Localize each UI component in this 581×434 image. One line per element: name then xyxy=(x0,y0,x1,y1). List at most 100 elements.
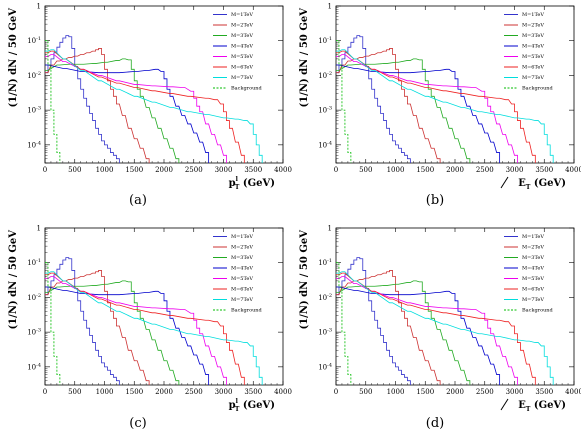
x-tick-label: 2000 xyxy=(155,166,173,174)
x-tick-label: 500 xyxy=(359,166,372,174)
legend-label: M=6TeV xyxy=(231,65,253,71)
series-line xyxy=(45,48,150,163)
series-line xyxy=(336,48,441,163)
legend-label: M=4TeV xyxy=(522,44,544,50)
x-axis-label: ET (GeV) xyxy=(518,400,566,413)
legend-label: M=5TeV xyxy=(522,276,544,282)
x-tick-label: 3500 xyxy=(244,388,262,396)
y-tick-label: 1 xyxy=(37,3,41,11)
series-line xyxy=(336,257,411,385)
x-tick-label: 1500 xyxy=(125,166,143,174)
legend-label: M=7TeV xyxy=(231,297,253,303)
series-line xyxy=(45,262,61,385)
y-tick-label: 1 xyxy=(328,225,332,233)
x-tick-label: 2500 xyxy=(185,166,203,174)
series-line xyxy=(45,64,210,163)
series-line xyxy=(336,271,554,385)
y-tick-label: 10-4 xyxy=(27,362,41,371)
series-line xyxy=(45,271,263,385)
legend-label: M=2TeV xyxy=(522,245,544,251)
series-line xyxy=(45,54,227,163)
y-axis-label: (1/N) dN / 50 GeV xyxy=(299,8,310,108)
series-line xyxy=(336,276,518,385)
x-tick-label: 2500 xyxy=(476,166,494,174)
y-tick-label: 10-3 xyxy=(318,328,332,337)
legend-label: Background xyxy=(522,308,554,314)
legend-label: Background xyxy=(231,308,263,314)
panel-caption: (a) xyxy=(129,193,147,208)
series-line xyxy=(336,286,501,385)
series-line xyxy=(45,280,180,385)
series-line xyxy=(45,50,245,163)
x-axis-label: ET (GeV) xyxy=(518,178,566,191)
legend-label: M=7TeV xyxy=(522,75,544,81)
series-line xyxy=(336,35,411,163)
y-tick-label: 10-2 xyxy=(318,71,332,80)
legend-label: M=3TeV xyxy=(522,33,544,39)
x-tick-label: 0 xyxy=(43,166,47,174)
legend-label: M=6TeV xyxy=(522,287,544,293)
series-line xyxy=(45,286,210,385)
y-tick-label: 1 xyxy=(37,225,41,233)
legend-label: M=4TeV xyxy=(231,266,253,272)
legend-label: M=2TeV xyxy=(231,245,253,251)
x-tick-label: 2000 xyxy=(446,388,464,396)
legend-label: M=5TeV xyxy=(231,276,253,282)
x-label-slash xyxy=(500,176,509,189)
series-line xyxy=(336,280,471,385)
series-line xyxy=(336,270,441,385)
y-tick-label: 1 xyxy=(328,3,332,11)
x-tick-label: 4000 xyxy=(565,166,581,174)
legend-label: M=1TeV xyxy=(231,234,253,240)
y-tick-label: 10-2 xyxy=(27,71,41,80)
x-tick-label: 3500 xyxy=(535,388,553,396)
x-tick-label: 4000 xyxy=(274,166,292,174)
legend-label: M=7TeV xyxy=(522,297,544,303)
x-label-slash xyxy=(500,398,509,411)
legend-label: M=2TeV xyxy=(231,23,253,29)
x-tick-label: 1500 xyxy=(125,388,143,396)
x-tick-label: 3000 xyxy=(215,166,233,174)
series-line xyxy=(45,272,245,385)
legend-label: M=1TeV xyxy=(522,234,544,240)
x-tick-label: 3000 xyxy=(215,388,233,396)
x-tick-label: 0 xyxy=(334,388,338,396)
y-tick-label: 10-1 xyxy=(318,258,332,267)
legend-label: M=7TeV xyxy=(231,75,253,81)
legend-label: M=4TeV xyxy=(522,266,544,272)
y-axis-label: (1/N) dN / 50 GeV xyxy=(8,230,19,330)
x-tick-label: 0 xyxy=(43,388,47,396)
legend-label: M=5TeV xyxy=(231,54,253,60)
chart-panel: 0 500 1000 1500 2000 2500 3000 3500 4000 1 10-1 10-… xyxy=(299,3,581,209)
x-tick-label: 2000 xyxy=(446,166,464,174)
legend-label: M=1TeV xyxy=(522,12,544,18)
series-line xyxy=(336,49,554,163)
x-tick-label: 3000 xyxy=(506,388,524,396)
legend-label: Background xyxy=(231,86,263,92)
series-line xyxy=(45,49,263,163)
series-line xyxy=(336,58,471,163)
panel-caption: (c) xyxy=(129,416,146,431)
y-tick-label: 10-2 xyxy=(27,293,41,302)
x-tick-label: 1500 xyxy=(416,388,434,396)
series-line xyxy=(336,54,518,163)
chart-panel: 0 500 1000 1500 2000 2500 3000 3500 4000 1 10-1 10-… xyxy=(299,225,581,432)
series-line xyxy=(336,40,352,163)
x-axis-label: pl T (GeV) xyxy=(229,398,275,413)
x-tick-label: 4000 xyxy=(565,388,581,396)
x-tick-label: 2500 xyxy=(185,388,203,396)
series-line xyxy=(336,50,536,163)
x-tick-label: 500 xyxy=(68,388,81,396)
y-tick-label: 10-3 xyxy=(318,106,332,115)
y-axis-label: (1/N) dN / 50 GeV xyxy=(299,230,310,330)
y-tick-label: 10-4 xyxy=(27,140,41,149)
x-tick-label: 1000 xyxy=(96,166,114,174)
panel-caption: (b) xyxy=(426,193,444,208)
x-tick-label: 4000 xyxy=(274,388,292,396)
x-tick-label: 3500 xyxy=(535,166,553,174)
y-tick-label: 10-1 xyxy=(27,36,41,45)
y-tick-label: 10-4 xyxy=(318,140,332,149)
legend-label: M=4TeV xyxy=(231,44,253,50)
x-tick-label: 0 xyxy=(334,166,338,174)
y-tick-label: 10-1 xyxy=(318,36,332,45)
